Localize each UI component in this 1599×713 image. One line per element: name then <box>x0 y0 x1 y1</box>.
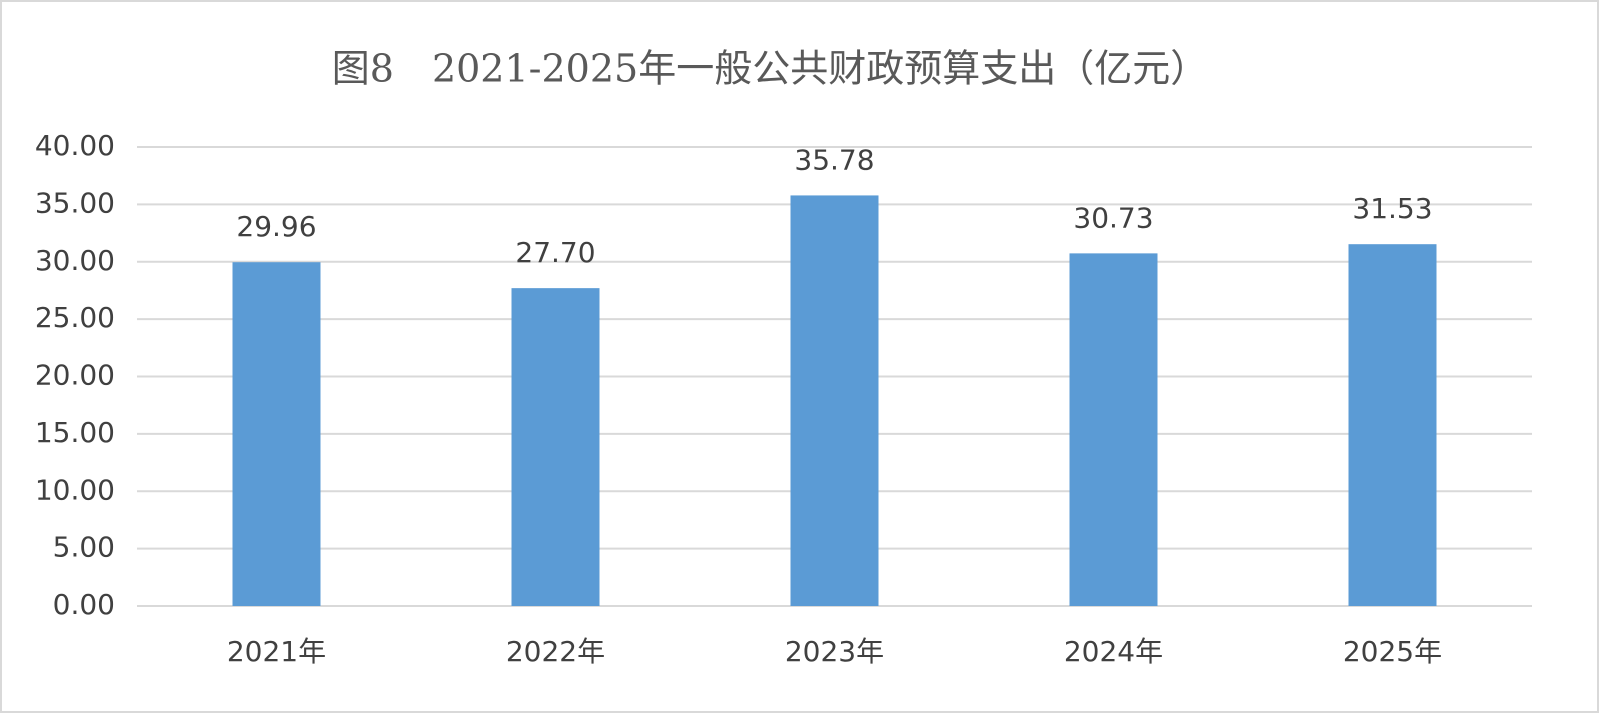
y-tick-label: 10.00 <box>35 473 115 506</box>
value-label: 35.78 <box>794 143 874 176</box>
y-tick-label: 15.00 <box>35 416 115 449</box>
y-tick-label: 40.00 <box>35 129 115 162</box>
bar <box>1069 253 1158 607</box>
bar <box>1348 244 1437 607</box>
y-tick-label: 35.00 <box>35 186 115 219</box>
x-tick-label: 2022年 <box>506 635 605 668</box>
value-label: 27.70 <box>515 236 595 269</box>
bar <box>790 195 879 606</box>
value-label: 29.96 <box>236 210 316 243</box>
y-tick-label: 25.00 <box>35 301 115 334</box>
y-tick-label: 0.00 <box>53 588 115 621</box>
x-tick-label: 2024年 <box>1064 635 1163 668</box>
x-tick-label: 2023年 <box>785 635 884 668</box>
chart-title: 图8 2021-2025年一般公共财政预算支出（亿元） <box>332 47 1208 91</box>
y-tick-label: 20.00 <box>35 359 115 392</box>
bar <box>511 288 600 606</box>
x-tick-label: 2021年 <box>227 635 326 668</box>
x-tick-label: 2025年 <box>1343 635 1442 668</box>
y-tick-label: 5.00 <box>53 531 115 564</box>
bar <box>232 262 321 606</box>
value-label: 30.73 <box>1073 201 1153 234</box>
y-tick-label: 30.00 <box>35 244 115 277</box>
value-label: 31.53 <box>1352 192 1432 225</box>
